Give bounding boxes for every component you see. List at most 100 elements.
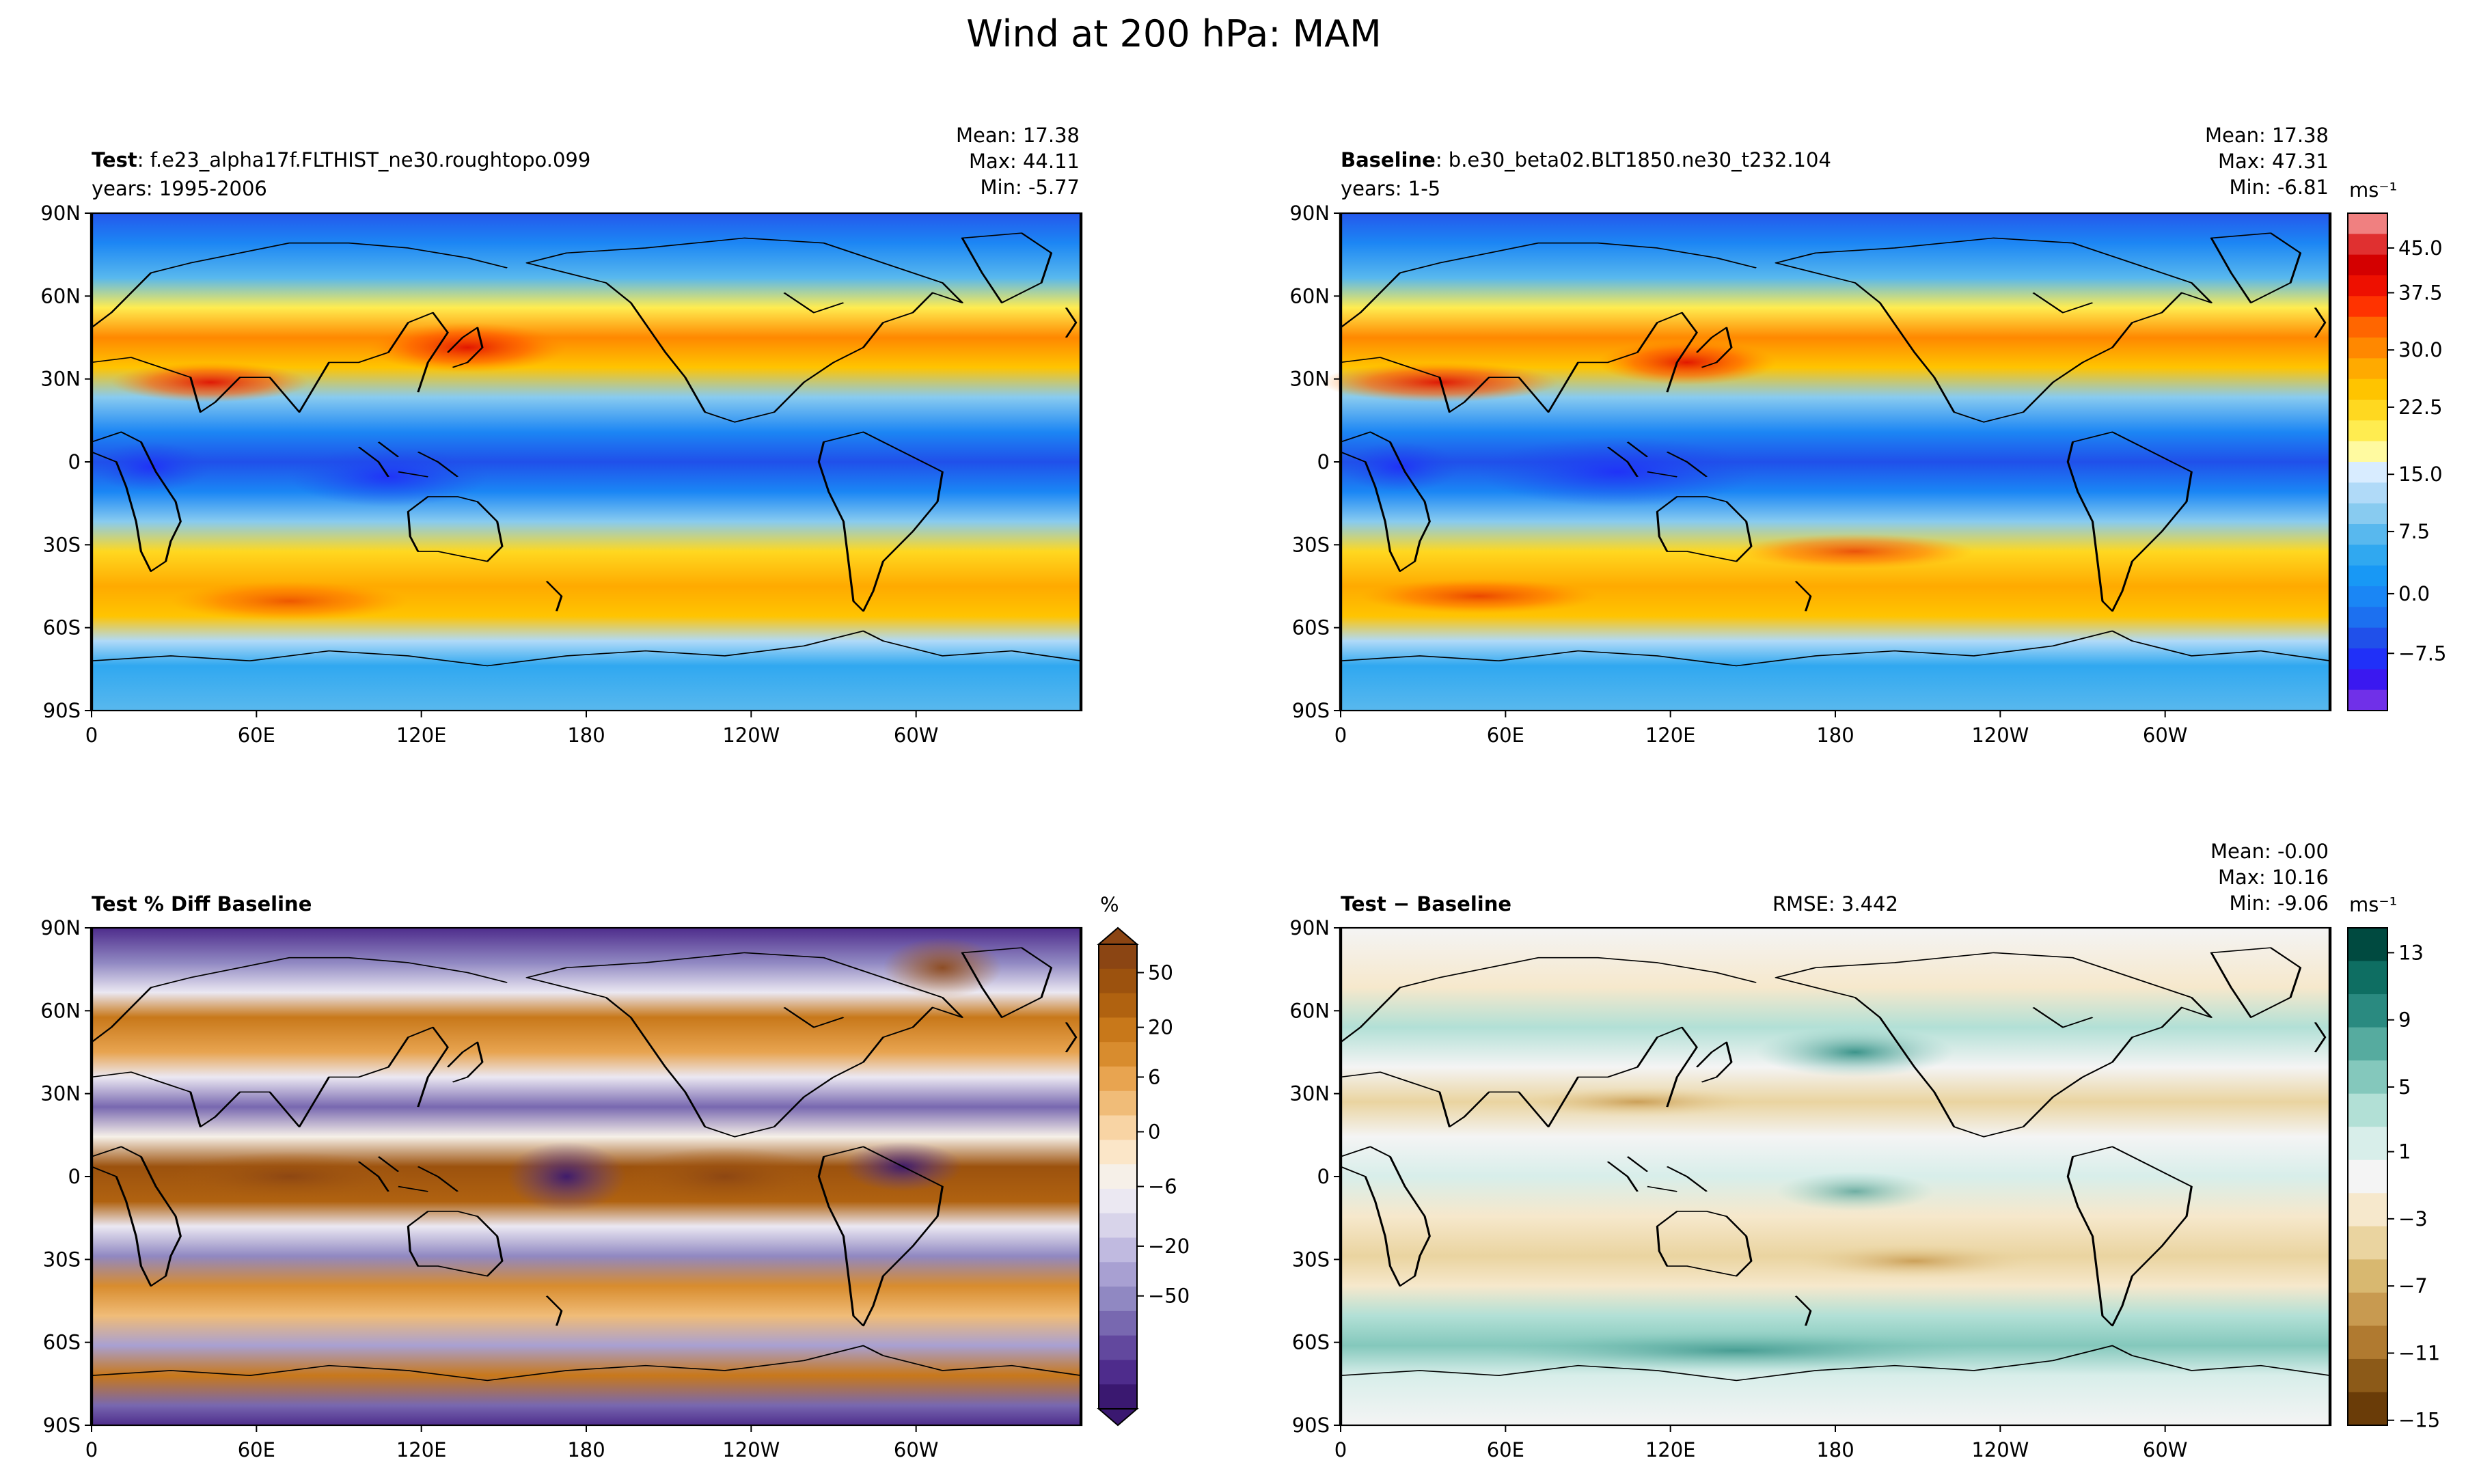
figure-title: Wind at 200 hPa: MAM <box>966 12 1381 55</box>
colorbar-diff-ticks-tick-label: −15 <box>2398 1409 2440 1432</box>
colorbar-pct-ticks-tick-label: −50 <box>1148 1284 1190 1308</box>
colorbar-diff-swatches-swatch <box>2348 928 2387 962</box>
colorbar-wind-ticks-tick-label: 0.0 <box>2398 582 2430 605</box>
panel-pctdiff-yaxis-tick-label: 60N <box>40 999 81 1022</box>
colorbar-diff-swatches-swatch <box>2348 1093 2387 1127</box>
colorbar-pct-swatches <box>1097 926 1139 1427</box>
colorbar-pct-swatches-swatch <box>1099 1066 1137 1092</box>
panel-baseline-xaxis-tick-label: 180 <box>1816 724 1854 747</box>
panel-baseline-yaxis-tick-label: 90S <box>1292 699 1330 722</box>
colorbar-wind-swatches-swatch <box>2348 358 2387 380</box>
panel-diff-teal-southern-ocean <box>1489 1330 1984 1371</box>
colorbar-diff-ticks: 13 9 5 1 −3 −7 −11 −15 <box>2387 941 2440 1432</box>
panel-baseline-yaxis-tick-label: 90N <box>1289 202 1330 225</box>
panel-pctdiff-purple-pacific <box>507 1142 626 1211</box>
colorbar-pct-swatches-swatch <box>1099 1287 1137 1312</box>
panel-test-yaxis-tick-label: 90S <box>43 699 81 722</box>
colorbar-pct-swatches-swatch <box>1099 1213 1137 1239</box>
colorbar-pct-swatches-arrow-top <box>1097 926 1139 945</box>
panel-diff-teal-equatorial <box>1776 1171 1934 1211</box>
panel-diff: Test − Baseline RMSE: 3.442 Mean: -0.00 … <box>1289 840 2332 1461</box>
colorbar-pct: % 50 20 6 0 −6 −20 −50 <box>1097 893 1190 1427</box>
panel-baseline-yaxis: 90N 60N 30N 0 30S 60S 90S <box>1289 202 1341 722</box>
panel-test-yaxis-tick-label: 60N <box>40 284 81 307</box>
panel-pctdiff-xaxis: 0 60E 120E 180 120W 60W <box>85 1425 938 1461</box>
colorbar-diff-swatches-swatch <box>2348 1325 2387 1360</box>
panel-pctdiff-yaxis-tick-label: 90N <box>40 916 81 939</box>
panel-test-xaxis-tick-label: 60E <box>238 724 275 747</box>
panel-baseline-jet-africa <box>1321 362 1559 402</box>
colorbar-diff-swatches-swatch <box>2348 1027 2387 1061</box>
panel-baseline-xaxis: 0 60E 120E 180 120W 60W <box>1334 711 2187 747</box>
colorbar-wind-ticks-tick-label: 30.0 <box>2398 338 2443 361</box>
panel-baseline-stat-min: Min: -6.81 <box>2230 176 2329 199</box>
colorbar-pct-swatches-swatch <box>1099 1164 1137 1190</box>
panel-pctdiff-yaxis: 90N 60N 30N 0 30S 60S 90S <box>40 916 92 1437</box>
panel-pctdiff-brown-greenland <box>883 937 1002 998</box>
colorbar-pct-swatches-swatch <box>1099 1384 1137 1410</box>
panel-diff-yaxis-tick-label: 0 <box>1317 1165 1330 1188</box>
panel-diff-xaxis-tick-label: 120W <box>1971 1438 2029 1461</box>
panel-diff-stat-mean: Mean: -0.00 <box>2210 840 2329 863</box>
panel-diff-yaxis: 90N 60N 30N 0 30S 60S 90S <box>1289 916 1341 1437</box>
panel-diff-tan-subtropics <box>1518 1086 1757 1117</box>
panel-pctdiff-brown-pacific <box>625 1146 824 1207</box>
panel-baseline-title-rest: : b.e30_beta02.BLT1850.ne30_t232.104 <box>1436 148 1831 171</box>
panel-test-xaxis-tick-label: 120E <box>396 724 447 747</box>
colorbar-diff-swatches-swatch <box>2348 1193 2387 1227</box>
colorbar-pct-swatches-swatch <box>1099 1017 1137 1043</box>
panel-baseline-equatorial-easterlies <box>1479 437 1757 507</box>
colorbar-wind-ticks: 45.0 37.5 30.0 22.5 15.0 7.5 0.0 −7.5 <box>2387 236 2446 665</box>
panel-pctdiff-yaxis-tick-label: 0 <box>68 1165 81 1188</box>
panel-baseline-yaxis-tick-label: 0 <box>1317 450 1330 473</box>
colorbar-wind-swatches <box>2347 212 2388 711</box>
colorbar-pct-swatches-swatch <box>1099 1237 1137 1263</box>
colorbar-wind-swatches-swatch <box>2348 627 2387 649</box>
panel-baseline-yaxis-tick-label: 60N <box>1289 284 1330 307</box>
colorbar-wind-swatches-swatch <box>2348 379 2387 400</box>
panel-baseline-yaxis-tick-label: 60S <box>1292 616 1330 640</box>
panel-test-yaxis: 90N 60N 30N 0 30S 60S 90S <box>40 202 92 722</box>
panel-diff-tan-south-pacific <box>1796 1243 2033 1279</box>
panel-diff-stat-min: Min: -9.06 <box>2230 892 2329 915</box>
panel-diff-xaxis-tick-label: 0 <box>1334 1438 1347 1461</box>
colorbar-diff: ms⁻¹ 13 9 5 1 −3 −7 −11 −15 <box>2347 893 2440 1432</box>
colorbar-pct-swatches-swatch <box>1099 1310 1137 1336</box>
colorbar-diff-swatches-swatch <box>2348 1259 2387 1293</box>
panel-diff-yaxis-tick-label: 60S <box>1292 1331 1330 1354</box>
panel-test-yaxis-tick-label: 60S <box>43 616 81 640</box>
panel-diff-xaxis-tick-label: 60E <box>1487 1438 1524 1461</box>
colorbar-wind-swatches-swatch <box>2348 254 2387 276</box>
panel-baseline-yaxis-tick-label: 30S <box>1292 533 1330 556</box>
colorbar-diff-swatches <box>2347 927 2388 1426</box>
panel-pctdiff-xaxis-tick-label: 60E <box>238 1438 275 1461</box>
colorbar-diff-swatches-swatch <box>2348 961 2387 995</box>
panel-pctdiff-map <box>90 926 1083 1427</box>
panel-baseline-xaxis-tick-label: 120W <box>1971 724 2029 747</box>
colorbar-wind-swatches-swatch <box>2348 316 2387 338</box>
colorbar-diff-swatches-swatch <box>2348 1060 2387 1095</box>
panel-diff-yaxis-tick-label: 30N <box>1289 1082 1330 1105</box>
panel-pctdiff-xaxis-tick-label: 120W <box>722 1438 780 1461</box>
colorbar-wind-ticks-tick-label: 7.5 <box>2398 520 2430 543</box>
colorbar-diff-ticks-tick-label: 5 <box>2398 1075 2411 1099</box>
panel-baseline-jet-south <box>1360 579 1598 614</box>
panel-pctdiff-title: Test % Diff Baseline <box>92 892 312 916</box>
panel-baseline-jet-asia <box>1598 340 1777 385</box>
panel-test-yaxis-tick-label: 30S <box>43 533 81 556</box>
colorbar-wind-ticks-tick-label: 45.0 <box>2398 236 2443 260</box>
panel-pctdiff-brown-indian <box>170 1151 409 1202</box>
panel-test-xaxis: 0 60E 120E 180 120W 60W <box>85 711 939 747</box>
panel-baseline-yaxis-tick-label: 30N <box>1289 368 1330 391</box>
colorbar-pct-ticks-tick-label: 50 <box>1148 961 1173 985</box>
colorbar-pct-swatches-swatch <box>1099 1262 1137 1287</box>
colorbar-pct-ticks-tick-label: −6 <box>1148 1175 1177 1198</box>
panel-test-xaxis-tick-label: 60W <box>894 724 939 747</box>
panel-baseline-years: years: 1-5 <box>1341 177 1440 200</box>
panel-diff-yaxis-tick-label: 30S <box>1292 1248 1330 1271</box>
colorbar-wind-swatches-frame <box>2347 212 2388 711</box>
colorbar-wind-swatches-swatch <box>2348 420 2387 442</box>
colorbar-wind-ticks-tick-label: −7.5 <box>2398 642 2446 665</box>
colorbar-wind-swatches-swatch <box>2348 462 2387 484</box>
